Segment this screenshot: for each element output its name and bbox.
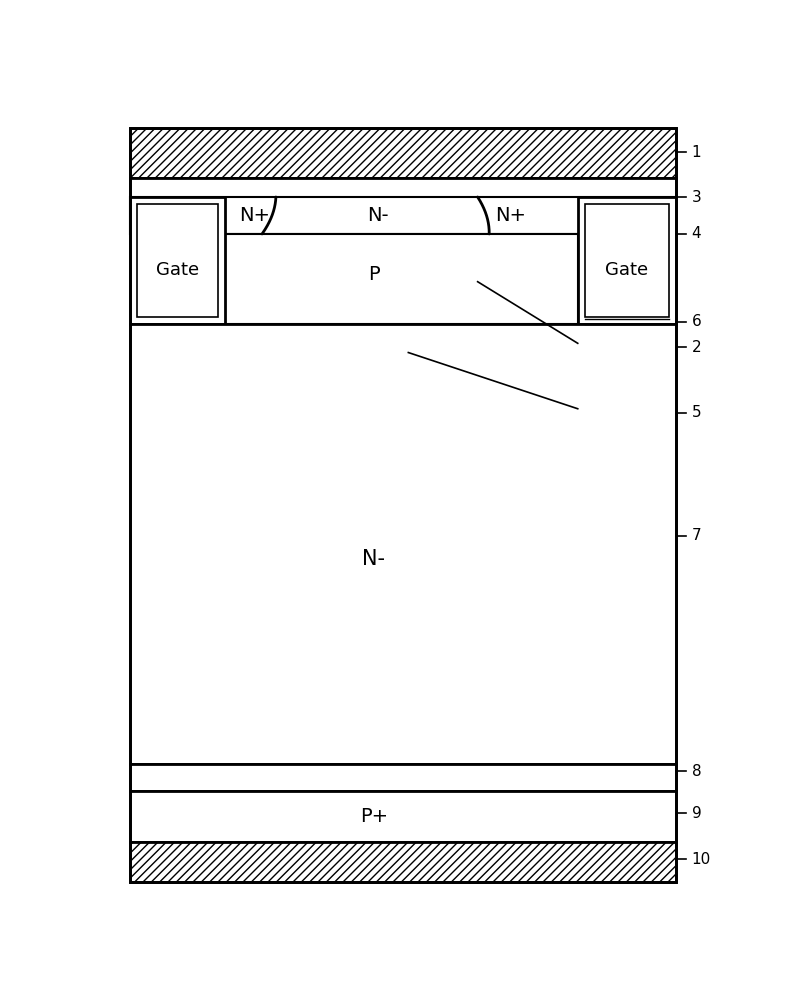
Text: P: P: [368, 264, 379, 284]
Text: 4: 4: [692, 226, 701, 241]
Text: 6: 6: [692, 314, 701, 329]
Text: P+: P+: [360, 807, 388, 826]
Text: 3: 3: [692, 190, 701, 205]
Text: Gate: Gate: [605, 261, 648, 279]
Text: 2: 2: [692, 340, 701, 355]
Text: N-: N-: [362, 549, 385, 569]
Bar: [225, 234, 578, 324]
Text: N-: N-: [367, 206, 388, 225]
Bar: [130, 128, 676, 178]
Bar: [130, 178, 676, 197]
Bar: [585, 204, 670, 317]
Text: 1: 1: [692, 145, 701, 160]
Bar: [130, 324, 676, 764]
Text: 5: 5: [692, 405, 701, 420]
Text: Gate: Gate: [156, 261, 199, 279]
Bar: [578, 197, 676, 324]
Text: 10: 10: [692, 852, 711, 867]
Text: 7: 7: [692, 528, 701, 543]
Bar: [130, 791, 676, 842]
Text: 9: 9: [692, 806, 701, 820]
Bar: [130, 197, 676, 234]
Bar: [130, 842, 676, 882]
Bar: [136, 204, 218, 317]
Text: 8: 8: [692, 764, 701, 779]
Bar: [130, 197, 225, 324]
Text: N+: N+: [495, 206, 527, 225]
Text: N+: N+: [238, 206, 270, 225]
Bar: [130, 764, 676, 791]
